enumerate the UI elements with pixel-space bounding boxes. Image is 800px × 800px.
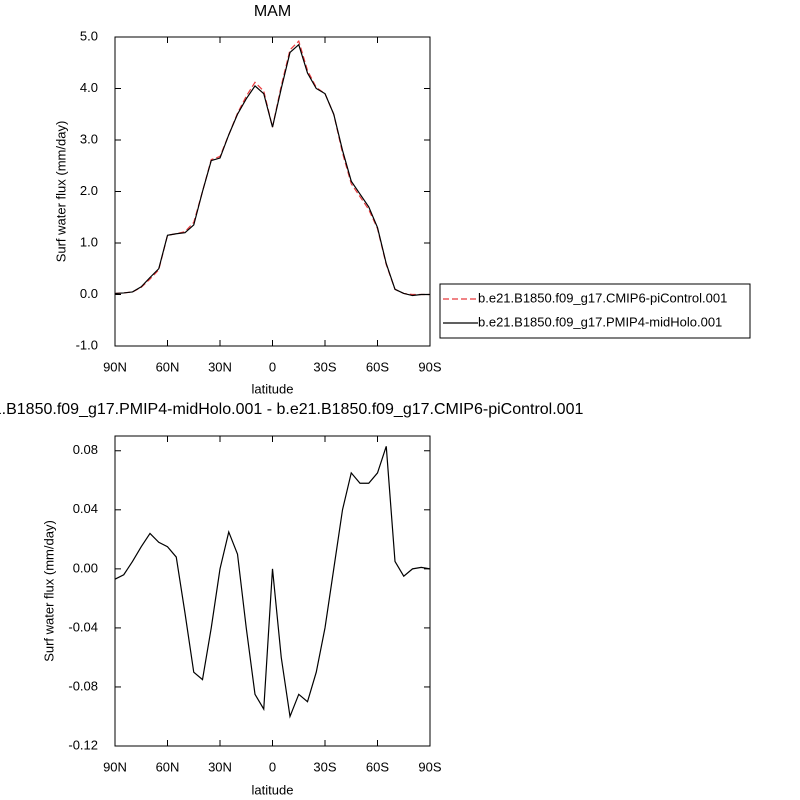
y-tick-label: -0.12 xyxy=(68,737,98,752)
y-tick-label: 0.0 xyxy=(80,286,98,301)
y-tick-label: 1.0 xyxy=(80,234,98,249)
y-tick-label: 0.08 xyxy=(73,442,98,457)
y-tick-label: 5.0 xyxy=(80,28,98,43)
y-tick-label: -0.04 xyxy=(68,619,98,634)
x-tick-label: 0 xyxy=(269,359,276,374)
plot-frame xyxy=(114,435,431,747)
y-tick-label: 0.00 xyxy=(73,560,98,575)
y-tick-label: -0.08 xyxy=(68,678,98,693)
legend-box xyxy=(439,283,751,339)
x-tick-label: 30N xyxy=(208,759,232,774)
y-axis-label: Surf water flux (mm/day) xyxy=(41,520,56,662)
data-line xyxy=(114,446,431,719)
chart-title: b.e21.B1850.f09_g17.PMIP4-midHolo.001 - … xyxy=(0,401,583,418)
chart-title: MAM xyxy=(254,3,291,20)
x-tick-label: 90N xyxy=(103,359,127,374)
x-tick-label: 0 xyxy=(269,759,276,774)
x-tick-label: 90N xyxy=(103,759,127,774)
x-tick-label: 60N xyxy=(156,359,180,374)
x-tick-label: 30N xyxy=(208,359,232,374)
y-tick-label: 3.0 xyxy=(80,131,98,146)
x-tick-label: 60S xyxy=(366,759,389,774)
legend-label: b.e21.B1850.f09_g17.PMIP4-midHolo.001 xyxy=(478,314,722,329)
x-axis-label: latitude xyxy=(252,782,294,797)
y-tick-label: -1.0 xyxy=(76,337,98,352)
x-tick-label: 60S xyxy=(366,359,389,374)
x-tick-label: 90S xyxy=(418,759,441,774)
x-tick-label: 60N xyxy=(156,759,180,774)
data-line xyxy=(114,43,430,297)
y-tick-label: 2.0 xyxy=(80,183,98,198)
y-tick-label: 4.0 xyxy=(80,80,98,95)
legend-label: b.e21.B1850.f09_g17.CMIP6-piControl.001 xyxy=(478,290,727,305)
x-tick-label: 90S xyxy=(418,359,441,374)
y-tick-label: 0.04 xyxy=(73,501,98,516)
x-axis-label: latitude xyxy=(252,381,294,396)
plot-frame xyxy=(114,36,431,347)
x-tick-label: 30S xyxy=(313,759,336,774)
x-tick-label: 30S xyxy=(313,359,336,374)
y-axis-label: Surf water flux (mm/day) xyxy=(53,121,68,263)
